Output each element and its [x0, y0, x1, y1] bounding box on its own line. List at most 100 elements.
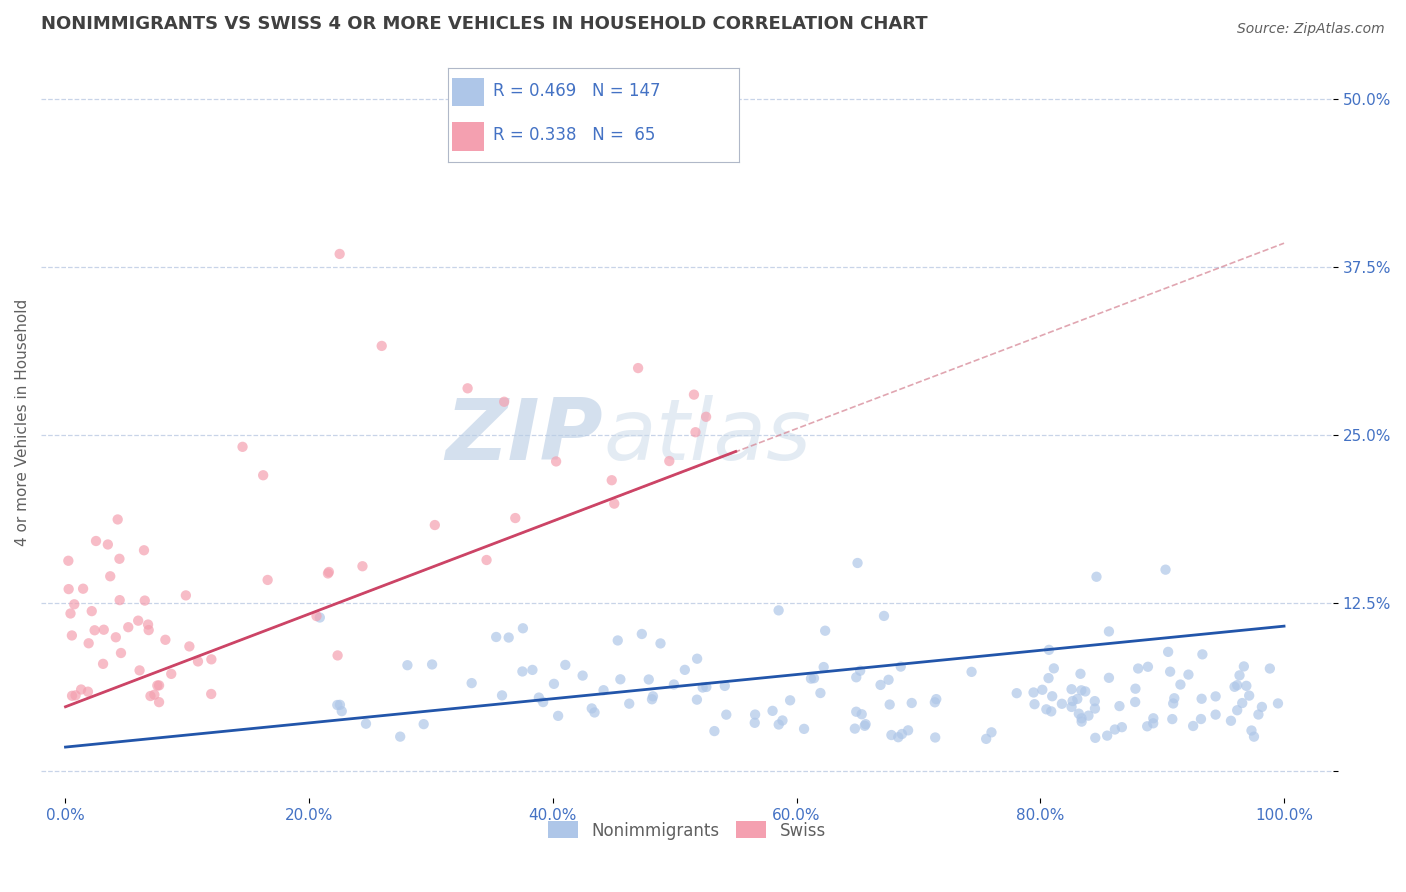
Point: [1161, 712, 1184, 726]
Point: [554, 657, 576, 672]
Point: [1170, 677, 1192, 691]
Point: [512, 665, 534, 679]
Point: [460, 676, 482, 690]
Point: [873, 608, 896, 623]
Point: [107, 512, 129, 526]
Point: [744, 715, 766, 730]
Point: [1038, 643, 1060, 657]
Point: [1177, 667, 1199, 681]
Point: [547, 709, 569, 723]
Point: [117, 620, 139, 634]
Text: atlas: atlas: [603, 395, 811, 478]
Point: [1157, 645, 1180, 659]
Point: [308, 610, 330, 624]
Point: [60, 628, 83, 642]
Point: [485, 630, 508, 644]
Point: [108, 593, 131, 607]
Text: Source: ZipAtlas.com: Source: ZipAtlas.com: [1237, 22, 1385, 37]
Point: [900, 696, 922, 710]
Point: [389, 730, 412, 744]
Point: [80, 604, 103, 618]
Point: [1031, 682, 1053, 697]
Point: [583, 706, 606, 720]
Point: [800, 672, 823, 686]
Point: [232, 440, 254, 454]
Point: [692, 681, 714, 695]
Point: [104, 630, 127, 644]
Point: [396, 658, 419, 673]
Point: [619, 697, 641, 711]
Point: [685, 425, 707, 440]
Point: [1005, 686, 1028, 700]
Point: [849, 664, 872, 678]
Point: [606, 633, 628, 648]
Point: [110, 646, 132, 660]
Point: [1237, 689, 1260, 703]
Point: [1035, 702, 1057, 716]
Point: [924, 731, 946, 745]
Point: [128, 664, 150, 678]
Point: [1070, 714, 1092, 729]
Point: [890, 727, 912, 741]
Point: [673, 663, 696, 677]
Point: [1220, 714, 1243, 728]
Point: [609, 673, 631, 687]
Point: [1154, 563, 1177, 577]
Point: [803, 671, 825, 685]
Point: [627, 361, 650, 376]
Point: [641, 692, 664, 706]
Point: [1104, 723, 1126, 737]
Point: [1066, 692, 1088, 706]
Point: [503, 511, 526, 525]
Point: [1050, 697, 1073, 711]
Point: [779, 693, 801, 707]
Point: [546, 454, 568, 468]
Point: [1062, 694, 1084, 708]
Point: [72, 582, 94, 596]
Point: [60, 689, 83, 703]
Point: [91, 657, 114, 671]
Point: [252, 468, 274, 483]
Point: [543, 677, 565, 691]
Point: [70, 682, 93, 697]
Point: [662, 677, 685, 691]
Point: [1243, 730, 1265, 744]
Point: [1098, 671, 1121, 685]
Point: [1229, 668, 1251, 682]
Point: [1069, 666, 1091, 681]
Point: [686, 651, 709, 665]
Point: [695, 680, 717, 694]
Point: [714, 679, 737, 693]
Point: [1226, 703, 1249, 717]
Point: [683, 387, 706, 401]
Point: [1128, 661, 1150, 675]
Point: [256, 573, 278, 587]
Point: [813, 660, 835, 674]
Point: [318, 565, 340, 579]
Point: [1258, 661, 1281, 675]
Point: [1223, 680, 1246, 694]
Point: [139, 689, 162, 703]
Point: [1098, 624, 1121, 639]
Point: [1084, 694, 1107, 708]
Point: [1022, 685, 1045, 699]
Point: [768, 603, 790, 617]
Point: [1095, 729, 1118, 743]
Point: [686, 692, 709, 706]
Point: [420, 657, 443, 672]
Point: [630, 627, 652, 641]
Point: [1024, 697, 1046, 711]
Point: [160, 666, 183, 681]
Point: [93, 623, 115, 637]
Point: [768, 717, 790, 731]
Point: [134, 593, 156, 607]
Point: [370, 339, 392, 353]
Point: [571, 668, 593, 682]
Point: [960, 665, 983, 679]
Point: [512, 621, 534, 635]
Text: ZIP: ZIP: [446, 395, 603, 478]
Point: [423, 518, 446, 533]
Point: [330, 704, 353, 718]
Point: [1205, 690, 1227, 704]
Point: [853, 719, 876, 733]
